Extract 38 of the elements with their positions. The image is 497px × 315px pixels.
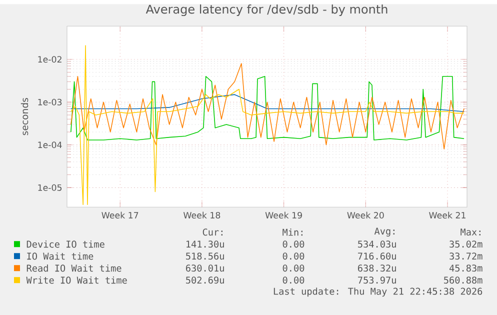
x-tick-label: Week 19 [265,212,302,218]
text: 638.32u [358,264,396,272]
legend-label: Read IO Wait time [26,264,122,272]
text: 502.69u [186,276,224,284]
y-tick-label: 1e-05 [38,184,62,191]
text: 0.00 [282,240,304,248]
text: 753.97u [358,276,396,284]
y-tick-label: 1e-04 [38,142,62,148]
x-tick-label: Week 20 [347,212,384,218]
x-tick-label: Week 17 [102,212,138,218]
y-tick-label: 1e-02 [38,56,62,63]
text: 141.30u [186,240,224,248]
line-series [70,63,464,150]
line-series [70,76,464,140]
x-tick-label: Week 21 [429,212,466,218]
text: 716.60u [358,252,396,260]
text: 33.72m [450,252,482,260]
legend-label: IO Wait time [27,252,94,260]
text: 534.03u [358,240,396,248]
text: 0.00 [282,252,304,260]
text: Min: [282,228,302,236]
text: Avg: [374,228,394,236]
text: Max: [460,228,480,236]
text: 35.02m [450,240,482,248]
text: 0.00 [282,264,304,272]
chart-title: Average latency for /dev/sdb - by month [146,4,388,16]
y-axis-title: seconds [20,98,28,136]
text: 0.00 [282,276,304,284]
text: 45.83m [449,264,482,272]
legend-label: Device IO time [26,240,104,248]
text: Cur: [202,228,222,236]
text: Last update: Thu May 21 22:45:38 2026 [274,288,482,297]
x-tick-label: Week 18 [183,212,220,218]
text: 560.88m [444,276,482,284]
text: 518.56u [186,252,224,260]
text: 630.01u [186,264,224,272]
legend-label: Write IO Wait time [26,276,127,284]
y-tick-label: 1e-03 [38,98,62,106]
